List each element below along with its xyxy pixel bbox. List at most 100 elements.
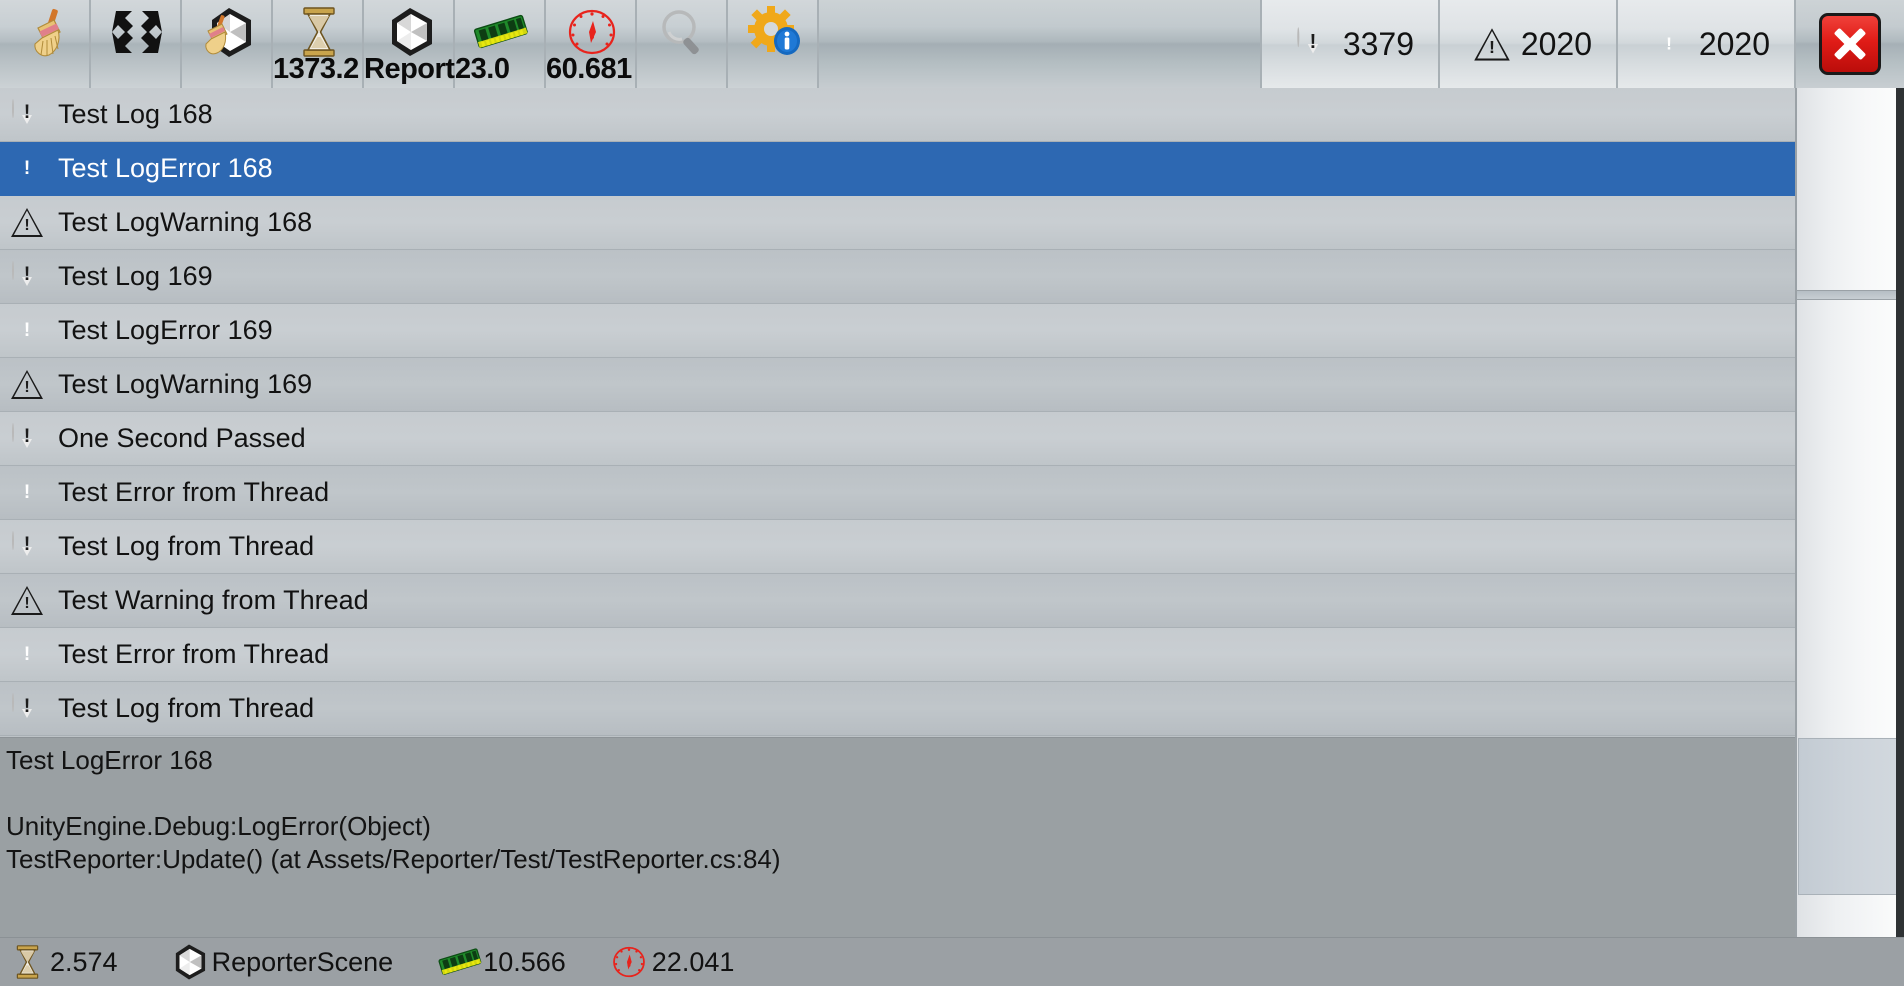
log-row-icon: ! [6, 260, 48, 292]
detail-scrollbar-thumb[interactable] [1798, 738, 1897, 895]
log-row-icon: ! [6, 586, 48, 615]
error-count[interactable]: ! 2020 [1618, 0, 1796, 88]
status-bar: 2.574 ReporterScene [0, 937, 1904, 986]
close-icon [1819, 13, 1881, 75]
log-row-icon: ! [6, 640, 48, 670]
log-row[interactable]: ! Test Log 169 [0, 250, 1795, 304]
warning-icon: ! [11, 370, 43, 399]
log-row-text: Test LogWarning 168 [58, 207, 313, 237]
detail-scrollbar[interactable] [1795, 737, 1897, 937]
warning-icon: ! [11, 208, 43, 237]
error-icon: ! [1666, 34, 1672, 54]
log-row-text: Test LogError 168 [58, 153, 273, 183]
log-count-value: 3379 [1342, 25, 1414, 62]
log-row[interactable]: ! One Second Passed [0, 412, 1795, 466]
memory-button[interactable]: 23.0 [455, 0, 546, 88]
log-icon: ! [12, 98, 42, 130]
log-row-text: Test Warning from Thread [58, 585, 369, 615]
detail-gap [6, 777, 1795, 810]
log-row[interactable]: ! Test Warning from Thread [0, 574, 1795, 628]
error-icon: ! [23, 320, 31, 341]
error-icon: ! [23, 644, 31, 665]
log-row-icon: ! [6, 154, 48, 184]
log-row-icon: ! [6, 208, 48, 237]
fps-value-number: 22.041 [651, 946, 735, 977]
log-row-icon: ! [6, 316, 48, 346]
gear-info-icon [728, 4, 819, 60]
log-row[interactable]: ! Test Error from Thread [0, 466, 1795, 520]
log-list-scrollbar[interactable] [1795, 88, 1896, 737]
detail-stack-line-1: UnityEngine.Debug:LogError(Object) [6, 811, 431, 841]
log-row[interactable]: ! Test LogWarning 168 [0, 196, 1795, 250]
scene-button[interactable]: Reporter [364, 0, 481, 88]
log-row-text: Test LogWarning 169 [58, 369, 313, 399]
warning-count-value: 2020 [1520, 25, 1592, 62]
memory-usage: 10.566 [393, 938, 566, 986]
scrollbar-segment-divider [1797, 290, 1896, 300]
error-icon: ! [23, 482, 31, 503]
warning-icon: ! [11, 586, 43, 615]
log-row[interactable]: ! Test LogError 169 [0, 304, 1795, 358]
clear-logs-button[interactable] [0, 0, 91, 88]
gauge-icon [546, 4, 637, 60]
log-row[interactable]: ! Test Log 168 [0, 88, 1795, 142]
search-button[interactable] [637, 0, 728, 88]
log-icon: ! [12, 530, 42, 562]
log-row-text: Test Log 169 [58, 261, 213, 291]
memory-ram-icon [455, 4, 546, 60]
log-row-icon: ! [6, 478, 48, 508]
log-icon: ! [12, 692, 42, 724]
log-row[interactable]: ! Test Error from Thread [0, 628, 1795, 682]
memory-label: 23.0 [455, 53, 510, 85]
window-right-edge [1896, 88, 1904, 937]
hourglass-icon [4, 942, 50, 982]
log-row-icon: ! [6, 98, 48, 130]
log-row-text: One Second Passed [58, 423, 306, 453]
elapsed-time-value: 2.574 [50, 946, 118, 977]
log-detail-pane[interactable]: Test LogError 168 UnityEngine.Debug:LogE… [0, 737, 1795, 937]
memory-usage-value: 10.566 [483, 946, 566, 977]
log-icon: ! [1297, 27, 1329, 60]
log-row[interactable]: ! Test LogWarning 169 [0, 358, 1795, 412]
warning-count[interactable]: ! 2020 [1440, 0, 1618, 88]
log-row[interactable]: ! Test Log from Thread [0, 520, 1795, 574]
detail-title: Test LogError 168 [6, 745, 213, 775]
log-row-text: Test LogError 169 [58, 315, 273, 345]
error-count-value: 2020 [1698, 25, 1770, 62]
elapsed-time: 2.574 [0, 938, 118, 986]
log-row-icon: ! [6, 370, 48, 399]
info-button[interactable] [728, 0, 819, 88]
log-row-text: Test Log from Thread [58, 531, 315, 561]
time-button[interactable]: 1373.2 [273, 0, 364, 88]
log-row-icon: ! [6, 422, 48, 454]
log-row[interactable]: ! Test LogError 168 [0, 142, 1795, 196]
gauge-icon [606, 945, 652, 979]
fps-value: 22.041 [566, 938, 735, 986]
fps-button[interactable]: 60.681 [546, 0, 637, 88]
log-row-text: Test Log from Thread [58, 693, 315, 723]
fps-label: 60.681 [546, 53, 632, 85]
unity-logo-icon [364, 4, 455, 60]
log-list[interactable]: ! Test Log 168! Test LogError 168! Test Log… [0, 88, 1795, 737]
log-row[interactable]: ! Test Log from Thread [0, 682, 1795, 736]
broom-icon [0, 4, 91, 60]
warning-icon: ! [1474, 27, 1510, 61]
collapse-arrows-icon [91, 4, 182, 60]
collapse-button[interactable] [91, 0, 182, 88]
magnifier-icon [637, 4, 728, 60]
log-row-icon: ! [6, 692, 48, 724]
scene-name-value: ReporterScene [211, 946, 394, 977]
clear-on-new-scene-button[interactable] [182, 0, 273, 88]
log-icon: ! [12, 422, 42, 454]
log-row-text: Test Log 168 [58, 99, 213, 129]
broom-unity-icon [182, 4, 273, 60]
log-count[interactable]: ! 3379 [1262, 0, 1440, 88]
log-row-text: Test Error from Thread [58, 477, 330, 507]
scene-name: ReporterScene [118, 938, 394, 986]
error-icon: ! [23, 158, 31, 179]
log-icon: ! [12, 260, 42, 292]
hourglass-icon [273, 4, 364, 60]
log-row-icon: ! [6, 530, 48, 562]
close-button[interactable] [1796, 0, 1904, 88]
